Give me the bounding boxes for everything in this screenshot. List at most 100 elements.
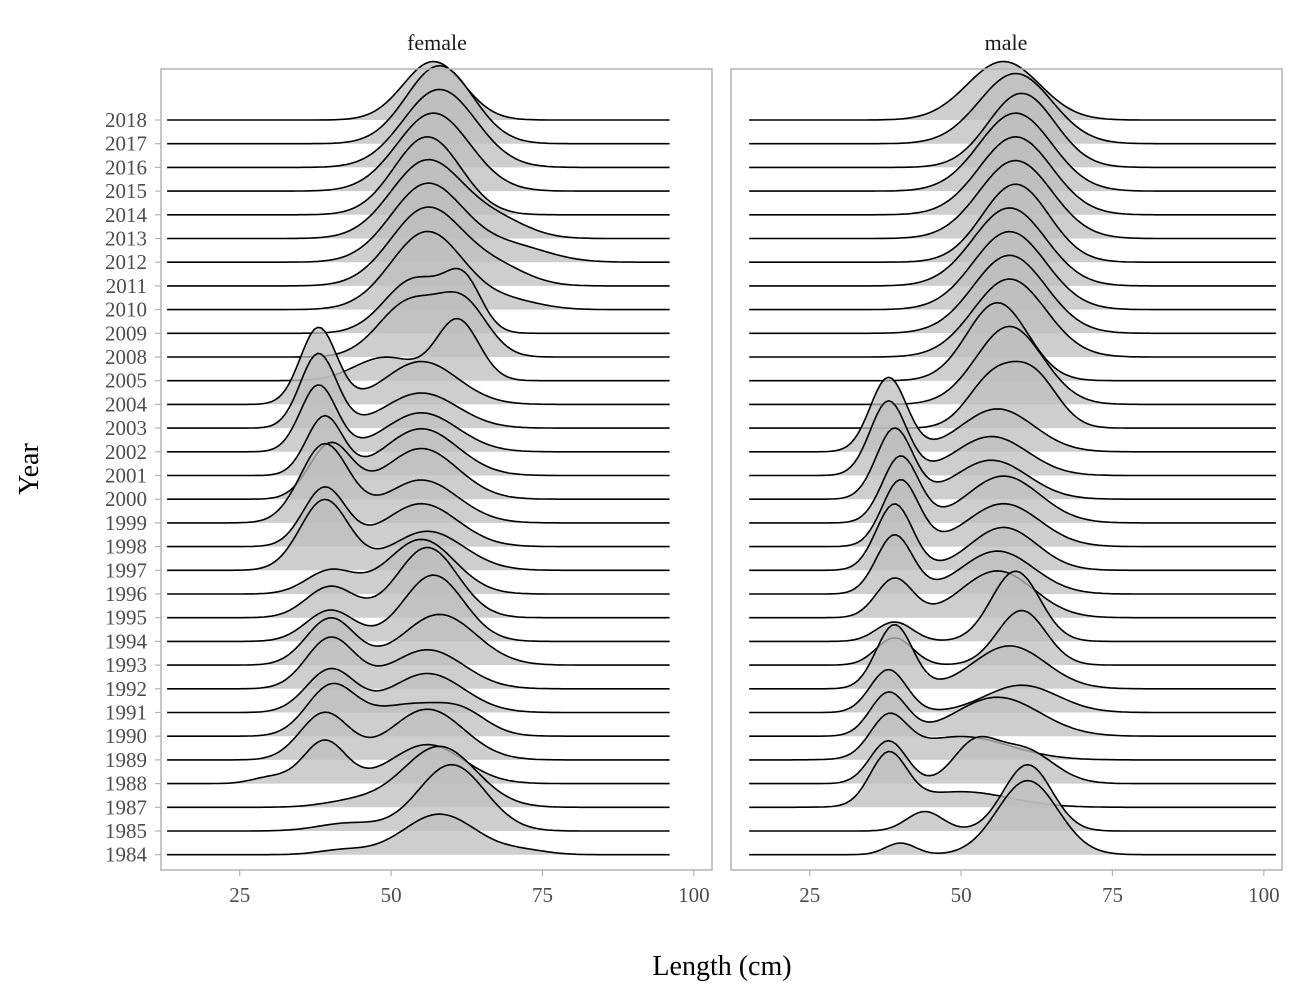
y-tick-label-2012: 2012: [105, 250, 147, 274]
ridge-line-male-2014: [749, 135, 1276, 216]
ridge-line-female-1995: [167, 546, 670, 619]
ridge-line-male-1997: [749, 503, 1276, 572]
ridge-line-female-1996: [167, 538, 670, 595]
ridge-fill-male-1994: [749, 571, 1276, 642]
ridge-line-female-2004: [167, 326, 670, 406]
ridge-fill-male-1987: [749, 751, 1276, 808]
ridge-female-2002: [167, 384, 670, 453]
ridge-line-female-1991: [167, 667, 670, 714]
ridge-female-1992: [167, 636, 670, 690]
x-tick-label-female-25: 25: [229, 883, 250, 907]
ridge-line-male-2004: [749, 325, 1276, 406]
y-tick-label-2011: 2011: [106, 274, 147, 298]
ridge-line-female-2009: [167, 267, 670, 335]
x-ticks-male: 25 50 75 100: [799, 870, 1280, 907]
ridge-fill-female-2001: [167, 415, 670, 476]
ridge-fill-male-2000: [749, 428, 1276, 500]
ridge-fill-male-1999: [749, 455, 1276, 523]
y-tick-label-2008: 2008: [105, 345, 147, 369]
y-tick-label-2018: 2018: [105, 108, 147, 132]
ridge-fill-female-2002: [167, 384, 670, 452]
ridge-line-male-2012: [749, 183, 1276, 263]
y-axis-title: Year: [14, 443, 45, 495]
ridge-fill-female-1989: [167, 709, 670, 760]
ridge-male-2000: [749, 427, 1276, 500]
y-tick-label-2001: 2001: [105, 464, 147, 488]
panel-title-male: male: [985, 30, 1028, 55]
ridge-line-male-1992: [749, 623, 1276, 690]
ridge-line-male-2018: [749, 60, 1276, 121]
panel-border-female: [160, 68, 713, 871]
ridge-fill-male-1984: [749, 780, 1276, 855]
y-tick-label-1999: 1999: [105, 511, 147, 535]
ridge-female-1998: [167, 485, 670, 548]
ridge-line-female-2012: [167, 182, 670, 263]
ridge-female-1991: [167, 667, 670, 714]
panel-male: male 25 50 75 100: [730, 30, 1283, 907]
y-tick-label-2000: 2000: [105, 487, 147, 511]
ridge-line-male-1991: [749, 668, 1276, 714]
y-tick-label-1997: 1997: [105, 558, 147, 582]
ridge-fill-female-1985: [167, 764, 670, 831]
panel-female: female 25 50 75 100: [160, 30, 713, 907]
y-tick-label-1989: 1989: [105, 748, 147, 772]
ridge-female-1984: [167, 813, 670, 856]
ridge-fill-female-2004: [167, 327, 670, 405]
ridge-line-male-1994: [749, 570, 1276, 643]
ridge-line-female-1988: [167, 739, 670, 785]
ridge-line-male-1993: [749, 609, 1276, 666]
ridge-female-1993: [167, 613, 670, 666]
ridge-fill-female-1994: [167, 575, 670, 642]
ridge-female-2003: [167, 352, 670, 429]
ridge-line-male-1999: [749, 455, 1276, 524]
y-tick-label-1990: 1990: [105, 724, 147, 748]
y-tick-label-1993: 1993: [105, 653, 147, 677]
ridge-female-1985: [167, 763, 670, 832]
ridge-female-2004: [167, 326, 670, 406]
ridge-line-female-2005: [167, 317, 670, 382]
ridge-fill-female-1999: [167, 443, 670, 523]
ridge-line-male-1988: [749, 735, 1276, 785]
ridge-line-female-1987: [167, 745, 670, 809]
ridge-line-female-2014: [167, 136, 670, 216]
ridge-male-2003: [749, 360, 1276, 429]
y-tick-label-2005: 2005: [105, 369, 147, 393]
x-tick-label-male-100: 100: [1248, 883, 1280, 907]
panel-border-male: [730, 68, 1283, 871]
y-tick-label-1995: 1995: [105, 606, 147, 630]
ridge-line-female-2003: [167, 352, 670, 429]
ridge-line-male-2016: [749, 92, 1276, 169]
ridge-line-female-2017: [167, 64, 670, 145]
ridge-line-female-2011: [167, 206, 670, 287]
x-ticks-female: 25 50 75 100: [229, 870, 710, 907]
ridge-fill-female-1991: [167, 668, 670, 713]
ridge-line-male-2011: [749, 207, 1276, 287]
y-tick-label-1988: 1988: [105, 772, 147, 796]
ridge-fill-female-2003: [167, 353, 670, 429]
ridge-line-male-2008: [749, 278, 1276, 358]
x-tick-label-male-75: 75: [1102, 883, 1123, 907]
x-tick-label-male-25: 25: [799, 883, 820, 907]
ridge-fill-female-2000: [167, 442, 670, 500]
ridge-fill-female-2010: [167, 231, 670, 310]
ridges-female: [167, 60, 670, 856]
y-tick-label-1984: 1984: [105, 843, 148, 867]
ridge-fill-female-2008: [167, 291, 670, 357]
ridge-line-female-2010: [167, 230, 670, 311]
ridge-line-female-2015: [167, 112, 670, 192]
ridge-line-male-2013: [749, 159, 1276, 240]
ridge-line-female-1990: [167, 682, 670, 737]
y-tick-label-1992: 1992: [105, 677, 147, 701]
ridge-line-female-1984: [167, 813, 670, 856]
ridge-line-female-1985: [167, 763, 670, 832]
x-tick-label-female-75: 75: [532, 883, 553, 907]
y-tick-label-2015: 2015: [105, 179, 147, 203]
ridge-line-male-2010: [749, 230, 1276, 311]
ridge-fill-female-1993: [167, 614, 670, 666]
ridge-line-male-2001: [749, 399, 1276, 477]
y-tick-label-2009: 2009: [105, 321, 147, 345]
ridge-line-female-1994: [167, 574, 670, 643]
ridge-female-1990: [167, 682, 670, 737]
ridge-female-1999: [167, 442, 670, 524]
